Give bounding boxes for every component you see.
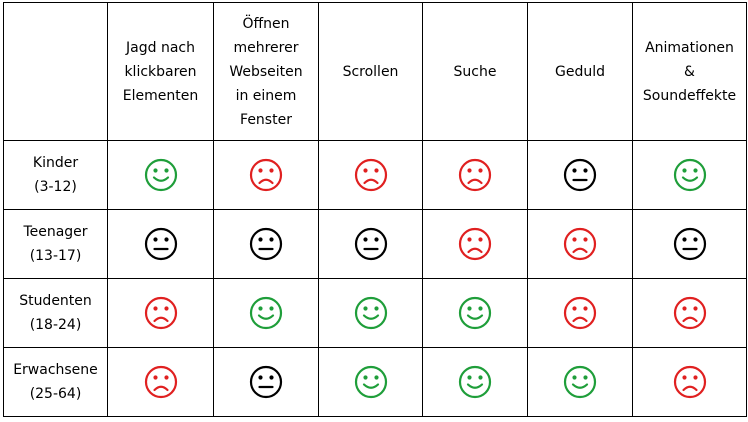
rating-cell <box>527 347 633 417</box>
rating-cell <box>527 140 633 210</box>
rating-cell <box>213 140 319 210</box>
smiley-sad-icon <box>563 296 597 330</box>
smiley-neutral-icon <box>563 158 597 192</box>
smiley-sad-icon <box>673 296 706 330</box>
header-row: Jagd nach klickbaren Elementen Öffnen mehre… <box>3 2 747 141</box>
smiley-happy-icon <box>673 158 706 192</box>
smiley-neutral-icon <box>249 227 283 261</box>
rating-cell <box>318 347 423 417</box>
rating-cell <box>107 278 214 348</box>
rating-cell <box>422 209 528 279</box>
row-label: Erwachsene (25-64) <box>3 347 108 417</box>
rating-cell <box>318 278 423 348</box>
smiley-neutral-icon <box>354 227 387 261</box>
smiley-happy-icon <box>458 365 492 399</box>
column-header-patience: Geduld <box>527 2 633 141</box>
table-row-teenager: Teenager (13-17) <box>3 209 747 279</box>
smiley-sad-icon <box>563 227 597 261</box>
rating-cell <box>632 140 747 210</box>
smiley-sad-icon <box>249 158 283 192</box>
smiley-happy-icon <box>354 296 387 330</box>
rating-cell <box>422 278 528 348</box>
rating-cell <box>632 347 747 417</box>
column-header-clickable-elements: Jagd nach klickbaren Elementen <box>107 2 214 141</box>
corner-cell <box>3 2 108 141</box>
rating-cell <box>527 278 633 348</box>
smiley-sad-icon <box>458 158 492 192</box>
rating-cell <box>422 140 528 210</box>
rating-cell <box>213 278 319 348</box>
smiley-neutral-icon <box>673 227 706 261</box>
smiley-sad-icon <box>458 227 492 261</box>
rating-cell <box>107 140 214 210</box>
rating-cell <box>213 209 319 279</box>
rating-cell <box>527 209 633 279</box>
rating-cell <box>107 209 214 279</box>
smiley-happy-icon <box>249 296 283 330</box>
rating-cell <box>632 209 747 279</box>
smiley-happy-icon <box>144 158 177 192</box>
rating-cell <box>107 347 214 417</box>
table-row-erwachsene: Erwachsene (25-64) <box>3 347 747 417</box>
smiley-sad-icon <box>144 365 177 399</box>
column-header-multiple-websites: Öffnen mehrerer Webseiten in einem Fenster <box>213 2 319 141</box>
table-row-kinder: Kinder (3-12) <box>3 140 747 210</box>
column-header-scrolling: Scrollen <box>318 2 423 141</box>
smiley-sad-icon <box>144 296 177 330</box>
rating-cell <box>318 209 423 279</box>
column-header-animations: Animationen & Soundeffekte <box>632 2 747 141</box>
rating-cell <box>318 140 423 210</box>
smiley-happy-icon <box>354 365 387 399</box>
comparison-table: Jagd nach klickbaren Elementen Öffnen mehre… <box>3 2 747 417</box>
smiley-neutral-icon <box>144 227 177 261</box>
smiley-sad-icon <box>354 158 387 192</box>
table-row-studenten: Studenten (18-24) <box>3 278 747 348</box>
rating-cell <box>422 347 528 417</box>
column-header-search: Suche <box>422 2 528 141</box>
row-label: Kinder (3-12) <box>3 140 108 210</box>
smiley-sad-icon <box>673 365 706 399</box>
row-label: Studenten (18-24) <box>3 278 108 348</box>
row-label: Teenager (13-17) <box>3 209 108 279</box>
rating-cell <box>213 347 319 417</box>
smiley-neutral-icon <box>249 365 283 399</box>
smiley-happy-icon <box>458 296 492 330</box>
rating-cell <box>632 278 747 348</box>
smiley-happy-icon <box>563 365 597 399</box>
